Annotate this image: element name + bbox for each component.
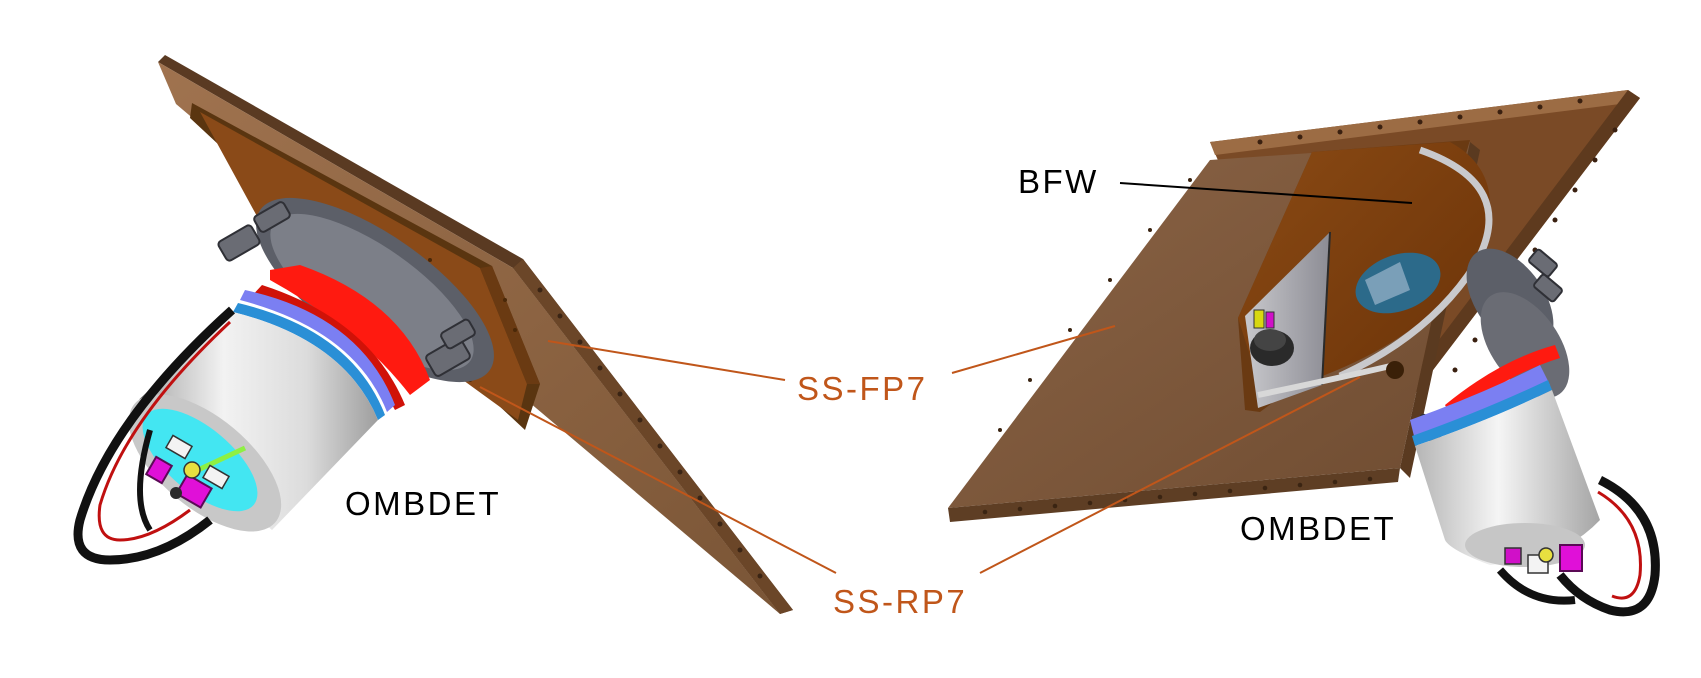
label-ss-rp7: SS-RP7 (833, 583, 967, 620)
ss-fp7-leader-right (951, 325, 1116, 374)
right-cylinder (1415, 390, 1600, 567)
callout-lines (479, 182, 1413, 574)
right-flange (1410, 248, 1570, 460)
label-ss-fp7: SS-FP7 (797, 370, 928, 407)
left-connectors (144, 434, 231, 509)
left-cable (73, 306, 236, 565)
label-ombdet-right: OMBDET (1240, 510, 1396, 547)
right-cable (1496, 475, 1660, 617)
ss-fp7-leader-left (547, 340, 786, 381)
label-ombdet-left: OMBDET (345, 485, 501, 522)
right-connectors (1504, 544, 1583, 574)
right-assembly (948, 90, 1660, 617)
left-blue-rings (233, 290, 395, 420)
left-assembly (73, 55, 793, 614)
ss-rp7-leader-right (979, 376, 1361, 574)
bfw-leader (1119, 182, 1413, 204)
left-cylinder (128, 311, 378, 532)
left-flange (217, 197, 494, 383)
ss-rp7-leader-left (479, 386, 837, 574)
label-bfw: BFW (1018, 163, 1099, 200)
